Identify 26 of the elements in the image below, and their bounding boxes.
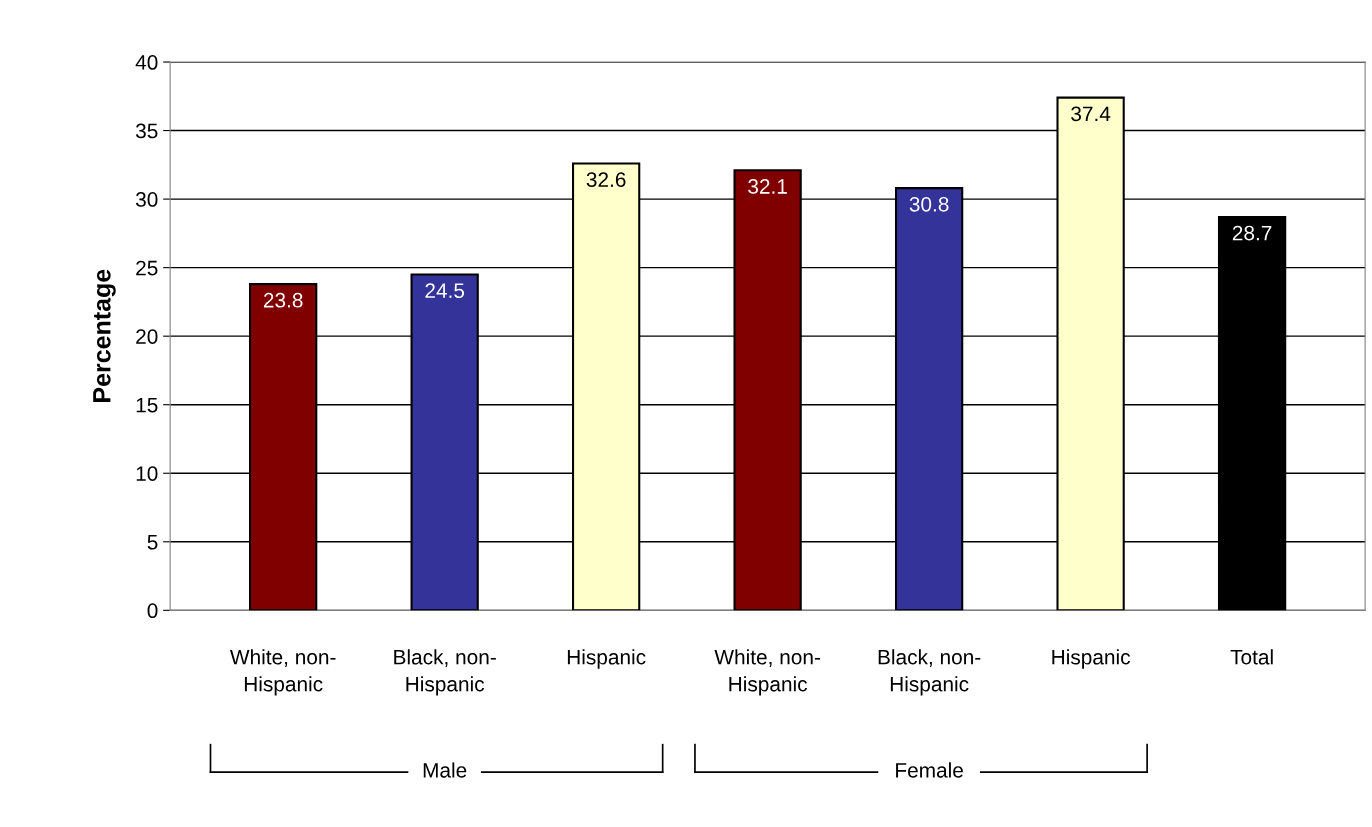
text: Male: [423, 762, 467, 778]
y-tick-label: 35: [135, 123, 158, 139]
y-tick-label: 5: [147, 535, 158, 550]
y-tick-label: 20: [136, 329, 158, 344]
x-tick-label: White, non-Hispanic: [230, 649, 336, 696]
data-label: 30.8: [909, 196, 949, 212]
text: Female: [896, 762, 963, 778]
x-tick-label: Total: [1230, 649, 1273, 665]
x-tick-label: Hispanic: [567, 649, 646, 669]
data-label: 24.5: [425, 283, 465, 299]
y-tick-label: 10: [136, 466, 158, 481]
x-tick-label: Hispanic: [1052, 649, 1131, 669]
y-tick-label: 25: [136, 260, 158, 276]
y-axis-title: Percentage: [93, 269, 116, 402]
data-label: 37.4: [1071, 106, 1111, 122]
y-tick-label: 15: [136, 397, 158, 413]
y-tick-label: 40: [135, 55, 158, 70]
y-tick-label: 30: [135, 192, 158, 207]
data-label: 32.1: [748, 179, 787, 194]
data-label: 23.8: [263, 292, 303, 308]
x-tick-label: Black, non-Hispanic: [878, 649, 981, 696]
y-tick-label: 0: [147, 603, 158, 619]
data-label: 32.6: [586, 172, 626, 187]
x-tick-label: Black, non-Hispanic: [394, 649, 496, 696]
data-label: 28.7: [1232, 225, 1272, 241]
x-tick-label: White, non-Hispanic: [714, 649, 820, 696]
